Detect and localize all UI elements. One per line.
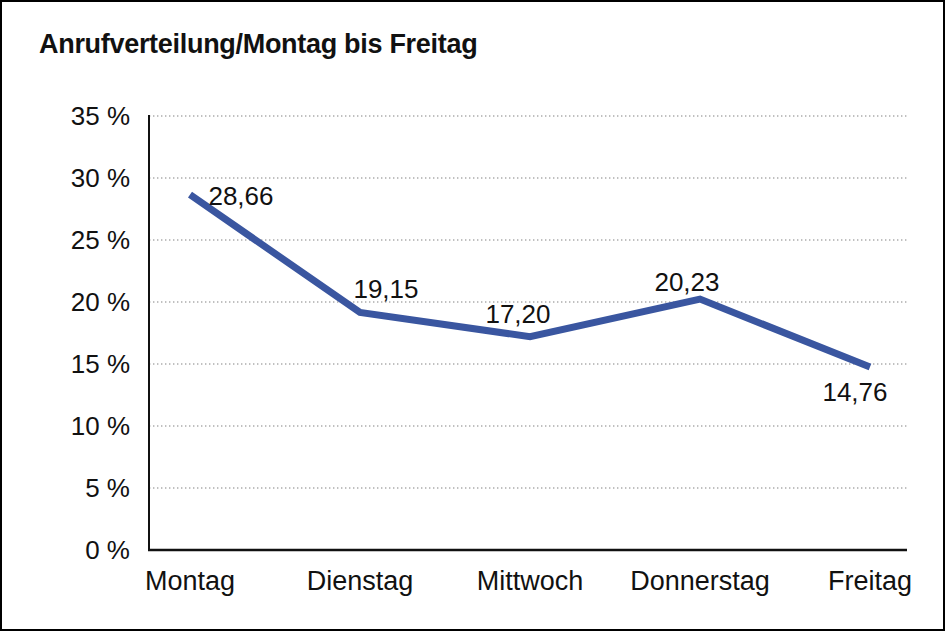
- x-axis-label: Donnerstag: [630, 566, 770, 596]
- x-axis-label: Mittwoch: [477, 566, 584, 596]
- data-series-line: [190, 195, 870, 367]
- data-point-label: 14,76: [822, 377, 887, 407]
- data-point-label: 28,66: [208, 181, 273, 211]
- y-tick-label: 0 %: [85, 535, 130, 565]
- y-tick-label: 15 %: [71, 349, 130, 379]
- data-point-label: 20,23: [654, 267, 719, 297]
- chart-frame: Anrufverteilung/Montag bis Freitag 28,66…: [0, 0, 945, 631]
- data-point-label: 17,20: [485, 299, 550, 329]
- y-tick-label: 5 %: [85, 473, 130, 503]
- y-tick-label: 10 %: [71, 411, 130, 441]
- x-axis-label: Montag: [145, 566, 235, 596]
- x-axis-label: Freitag: [828, 566, 912, 596]
- x-axis-label: Dienstag: [307, 566, 414, 596]
- y-tick-label: 25 %: [71, 225, 130, 255]
- y-tick-label: 20 %: [71, 287, 130, 317]
- y-tick-label: 35 %: [71, 101, 130, 131]
- y-tick-label: 30 %: [71, 163, 130, 193]
- data-point-label: 19,15: [353, 274, 418, 304]
- line-chart: 28,66 19,15 17,20 20,23 14,76 0 % 5 % 10 % 15 % 2…: [2, 2, 945, 631]
